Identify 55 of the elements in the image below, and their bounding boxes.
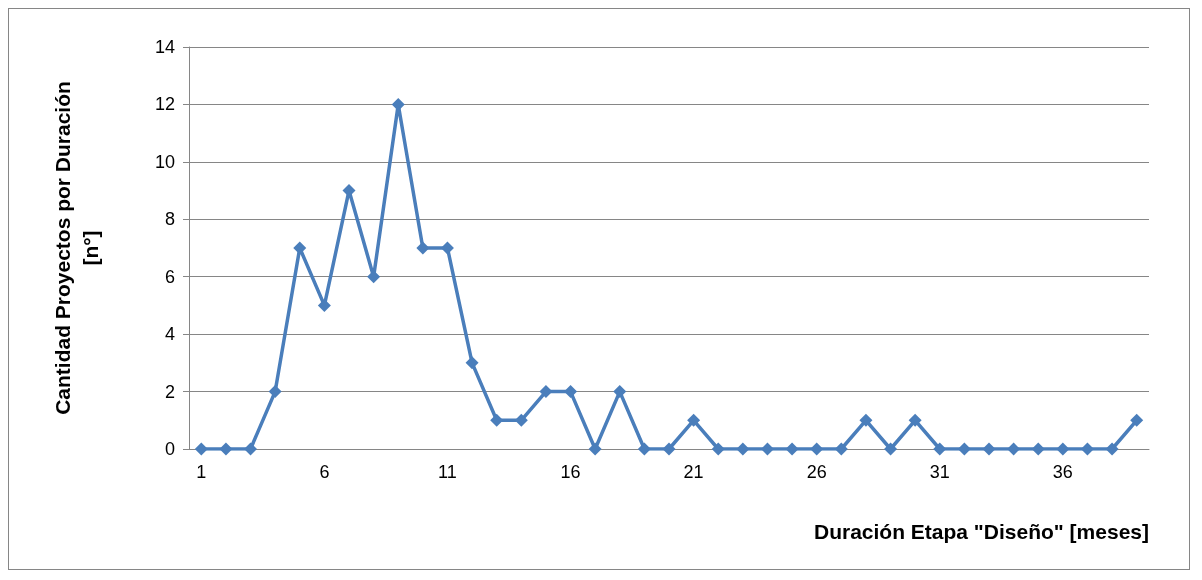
point <box>268 385 282 399</box>
y-tick-label: 0 <box>164 439 175 459</box>
x-tick-label: 26 <box>806 462 827 482</box>
point <box>416 241 430 255</box>
point <box>687 413 701 427</box>
point <box>1007 442 1021 456</box>
point <box>244 442 258 456</box>
point <box>194 442 208 456</box>
point <box>1105 442 1119 456</box>
x-axis-title: Duración Etapa "Diseño" [meses] <box>813 520 1149 543</box>
point <box>440 241 454 255</box>
y-tick-label: 14 <box>154 37 175 57</box>
point <box>367 270 381 284</box>
point <box>834 442 848 456</box>
y-tick-label: 4 <box>164 324 175 345</box>
point <box>933 442 947 456</box>
point <box>588 442 602 456</box>
y-axis-title: Cantidad Proyectos por Duración [n°] <box>50 81 102 415</box>
point <box>957 442 971 456</box>
x-tick-label: 16 <box>560 462 581 482</box>
y-tick-label: 6 <box>164 266 175 287</box>
x-tick-label: 11 <box>438 462 457 482</box>
y-tick-label: 12 <box>154 94 175 115</box>
point <box>859 413 873 427</box>
point <box>711 442 725 456</box>
point <box>391 97 405 111</box>
point <box>539 385 553 399</box>
point <box>490 413 504 427</box>
point <box>613 385 627 399</box>
point <box>760 442 774 456</box>
point <box>908 413 922 427</box>
point <box>637 442 651 456</box>
x-tick-label: 1 <box>196 462 207 482</box>
y-tick-label: 2 <box>164 381 175 402</box>
point <box>736 442 750 456</box>
point <box>810 442 824 456</box>
point <box>514 413 528 427</box>
x-tick-label: 6 <box>319 462 330 482</box>
point <box>1031 442 1045 456</box>
x-tick-label: 21 <box>683 462 704 482</box>
point <box>1080 442 1094 456</box>
x-tick-label: 36 <box>1052 462 1073 482</box>
point <box>1056 442 1070 456</box>
point <box>982 442 996 456</box>
x-tick-label: 31 <box>929 462 950 482</box>
point <box>293 241 307 255</box>
point <box>884 442 898 456</box>
point <box>219 442 233 456</box>
point <box>785 442 799 456</box>
y-tick-label: 8 <box>164 209 175 230</box>
point <box>662 442 676 456</box>
y-tick-label: 10 <box>154 151 175 172</box>
point <box>465 356 479 370</box>
point <box>1130 413 1144 427</box>
point <box>564 385 578 399</box>
